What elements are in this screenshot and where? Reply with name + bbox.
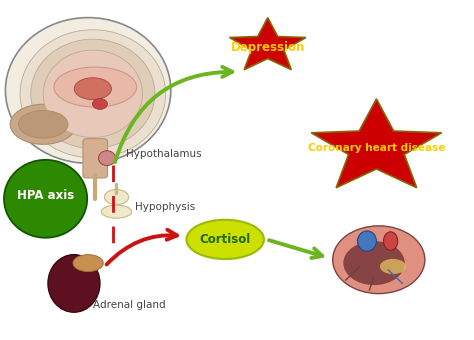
Ellipse shape xyxy=(31,39,155,149)
Ellipse shape xyxy=(20,30,165,158)
Text: Coronary heart disease: Coronary heart disease xyxy=(308,143,445,153)
Text: Depression: Depression xyxy=(230,41,305,54)
Ellipse shape xyxy=(343,241,405,285)
Polygon shape xyxy=(229,18,306,70)
Ellipse shape xyxy=(383,232,398,251)
Ellipse shape xyxy=(54,67,137,107)
Ellipse shape xyxy=(101,205,132,218)
Ellipse shape xyxy=(5,18,171,163)
Ellipse shape xyxy=(10,104,76,144)
Ellipse shape xyxy=(74,78,111,100)
FancyBboxPatch shape xyxy=(83,139,108,178)
Text: Cortisol: Cortisol xyxy=(200,233,251,246)
Ellipse shape xyxy=(43,50,143,137)
Text: Adrenal gland: Adrenal gland xyxy=(93,301,165,310)
Ellipse shape xyxy=(48,255,100,312)
Ellipse shape xyxy=(73,255,103,272)
Text: Hypophysis: Hypophysis xyxy=(136,202,196,212)
Text: Hypothalamus: Hypothalamus xyxy=(126,149,201,159)
Ellipse shape xyxy=(92,99,108,109)
Ellipse shape xyxy=(99,151,116,166)
Ellipse shape xyxy=(333,226,425,294)
Ellipse shape xyxy=(357,231,376,251)
Polygon shape xyxy=(311,99,442,188)
Ellipse shape xyxy=(380,259,406,274)
Ellipse shape xyxy=(4,160,87,238)
Ellipse shape xyxy=(186,220,264,259)
Text: HPA axis: HPA axis xyxy=(17,189,74,202)
Ellipse shape xyxy=(18,110,68,138)
Ellipse shape xyxy=(104,189,128,205)
